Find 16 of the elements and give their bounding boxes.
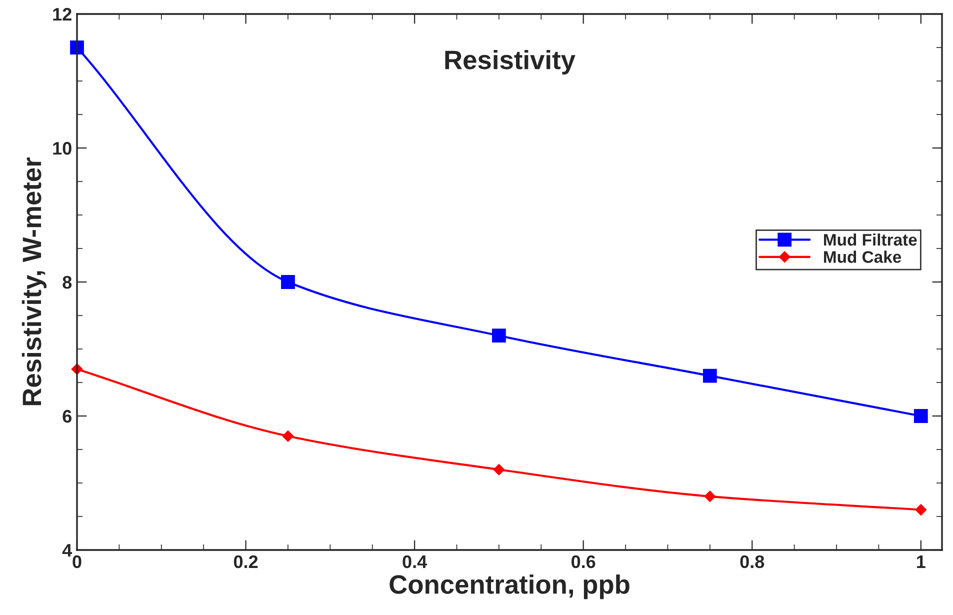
x-tick-label: 0.8 [740, 555, 764, 568]
legend-label: Mud Cake [824, 250, 902, 263]
y-tick-label: 10 [53, 142, 72, 155]
x-tick-label: 1 [917, 556, 926, 568]
x-tick-label: 0.4 [402, 555, 428, 568]
x-tick-label: 0 [72, 555, 82, 568]
legend-label: Mud Filtrate [824, 233, 917, 246]
x-tick-label: 0.6 [572, 555, 596, 568]
x-axis-title: Concentration, ppb [390, 574, 630, 600]
x-tick-label: 0.2 [234, 555, 258, 568]
text: Resistivity [445, 50, 576, 75]
y-tick-label: 12 [53, 8, 72, 21]
y-tick-label: 6 [62, 410, 72, 423]
y-axis-title: Resistivity, W-meter [22, 158, 46, 406]
y-tick-label: 4 [62, 544, 72, 557]
y-tick-label: 8 [62, 276, 72, 289]
